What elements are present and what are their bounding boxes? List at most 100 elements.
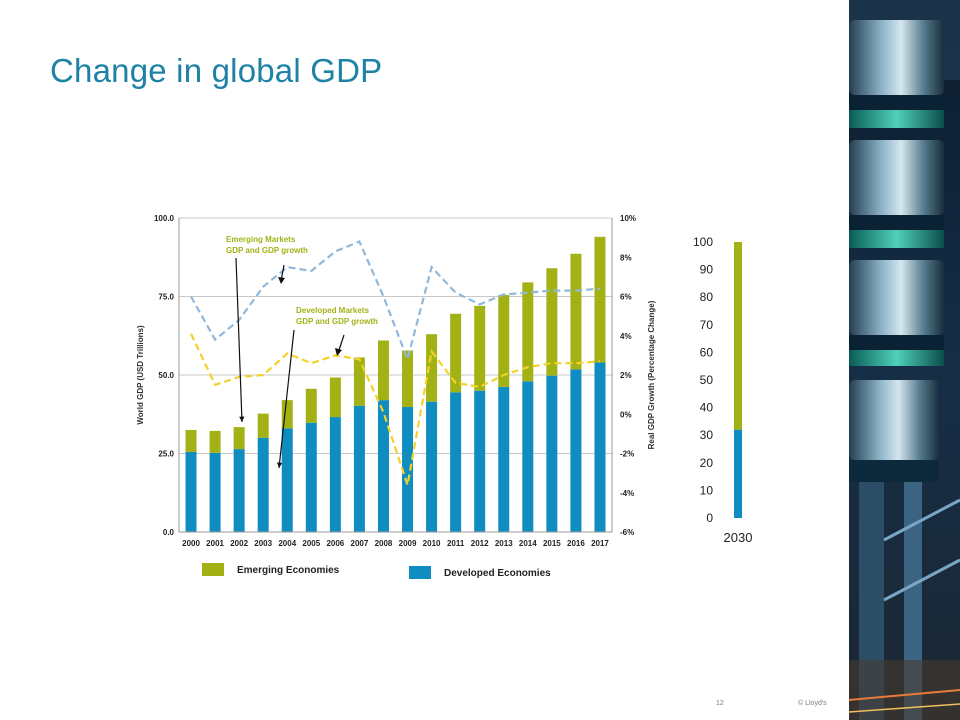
side-y-tick-label: 90	[700, 263, 714, 277]
page-number: 12	[716, 700, 724, 707]
bar-emerging	[546, 268, 558, 376]
y-tick-label: 25.0	[158, 450, 174, 459]
bar-developed	[522, 381, 534, 532]
y2-tick-label: 4%	[620, 332, 632, 341]
bar-emerging	[185, 429, 197, 452]
x-tick-label: 2013	[495, 539, 513, 548]
bar-emerging	[522, 282, 534, 382]
bar-emerging	[281, 400, 293, 429]
x-tick-label: 2001	[206, 539, 224, 548]
y-tick-label: 100.0	[154, 214, 175, 223]
main-chart-axes: 0.0 25.0 50.0 75.0 100.0 -6% -4% -2% 0% 2% 4% 6% 8% 1…	[136, 214, 656, 548]
side-x-tick-label: 2030	[724, 530, 753, 545]
x-tick-label: 2010	[423, 539, 441, 548]
x-tick-label: 2006	[326, 539, 344, 548]
bar-emerging	[329, 377, 341, 418]
annotation-arrow	[235, 257, 243, 423]
annotation-arrowhead	[239, 416, 245, 422]
y2-tick-label: -6%	[620, 528, 634, 537]
bar-developed	[305, 422, 317, 532]
side-y-tick-label: 0	[706, 511, 713, 525]
growth-line	[190, 240, 601, 363]
growth-line	[190, 333, 601, 486]
bar-emerging	[450, 313, 462, 393]
bar-developed	[498, 386, 510, 532]
side-y-tick-label: 30	[700, 428, 714, 442]
x-tick-label: 2017	[591, 539, 609, 548]
x-tick-label: 2007	[351, 539, 369, 548]
annotation-arrowhead	[335, 348, 342, 356]
bar-emerging	[209, 430, 221, 453]
bar-developed	[233, 449, 245, 532]
legend-label-emerging: Emerging Economies	[237, 565, 340, 576]
bar-developed	[353, 405, 365, 532]
bar-developed	[281, 428, 293, 532]
side-y-tick-label: 80	[700, 290, 714, 304]
bar-emerging	[233, 427, 245, 450]
y-tick-label: 50.0	[158, 371, 174, 380]
bar-2030-developed	[734, 429, 742, 518]
side-y-tick-label: 100	[693, 235, 713, 249]
bar-developed	[377, 400, 389, 532]
bar-developed	[257, 437, 269, 532]
bar-emerging	[474, 305, 486, 391]
side-y-tick-label: 10	[700, 483, 714, 497]
side-y-tick-label: 20	[700, 456, 714, 470]
bar-emerging	[353, 357, 365, 406]
chart-annotations: Emerging Markets GDP and GDP growth Develo…	[226, 235, 378, 469]
annotation-arrowhead	[278, 277, 285, 284]
bar-developed	[185, 451, 197, 532]
main-chart-bars	[185, 236, 606, 532]
y-tick-label: 0.0	[163, 528, 175, 537]
x-tick-label: 2008	[375, 539, 393, 548]
bar-developed	[329, 417, 341, 532]
bar-emerging	[498, 294, 510, 387]
x-tick-label: 2009	[399, 539, 417, 548]
side-y-tick-label: 60	[700, 345, 714, 359]
x-tick-label: 2003	[254, 539, 272, 548]
y2-tick-label: -2%	[620, 450, 634, 459]
annotation-text: Emerging Markets	[226, 235, 296, 244]
bar-emerging	[402, 350, 414, 408]
bar-developed	[209, 452, 221, 532]
x-tick-label: 2002	[230, 539, 248, 548]
annotation-arrow	[278, 329, 295, 469]
y2-tick-label: 2%	[620, 371, 632, 380]
x-tick-label: 2000	[182, 539, 200, 548]
bar-emerging	[594, 236, 606, 363]
x-tick-label: 2005	[302, 539, 320, 548]
bar-emerging	[377, 340, 389, 401]
y2-tick-label: -4%	[620, 489, 634, 498]
bar-developed	[474, 390, 486, 532]
x-tick-label: 2014	[519, 539, 537, 548]
side-y-tick-label: 70	[700, 318, 714, 332]
bar-developed	[594, 362, 606, 532]
gdp-chart: 0.0 25.0 50.0 75.0 100.0 -6% -4% -2% 0% 2% 4% 6% 8% 1…	[136, 214, 752, 579]
copyright: © Lloyd's	[798, 700, 827, 707]
y2-tick-label: 6%	[620, 293, 632, 302]
chart-legend: Emerging Economies Developed Economies	[202, 563, 551, 579]
annotation-text: GDP and GDP growth	[226, 246, 308, 255]
x-tick-label: 2012	[471, 539, 489, 548]
bar-developed	[426, 401, 438, 532]
bar-emerging	[257, 413, 269, 438]
x-tick-label: 2004	[278, 539, 296, 548]
annotation-text: Developed Markets	[296, 306, 369, 315]
x-tick-label: 2015	[543, 539, 561, 548]
y2-tick-label: 10%	[620, 214, 636, 223]
legend-swatch-developed	[409, 566, 431, 579]
y2-tick-label: 8%	[620, 253, 632, 262]
legend-swatch-emerging	[202, 563, 224, 576]
bar-emerging	[426, 334, 438, 402]
y2-tick-label: 0%	[620, 410, 632, 419]
legend-label-developed: Developed Economies	[444, 568, 551, 579]
bar-developed	[450, 392, 462, 532]
bar-emerging	[570, 253, 582, 370]
building-photo	[849, 0, 960, 720]
annotation-arrowhead	[276, 462, 283, 468]
bar-developed	[402, 407, 414, 532]
bar-emerging	[305, 388, 317, 423]
x-tick-label: 2011	[447, 539, 465, 548]
side-y-tick-label: 50	[700, 373, 714, 387]
